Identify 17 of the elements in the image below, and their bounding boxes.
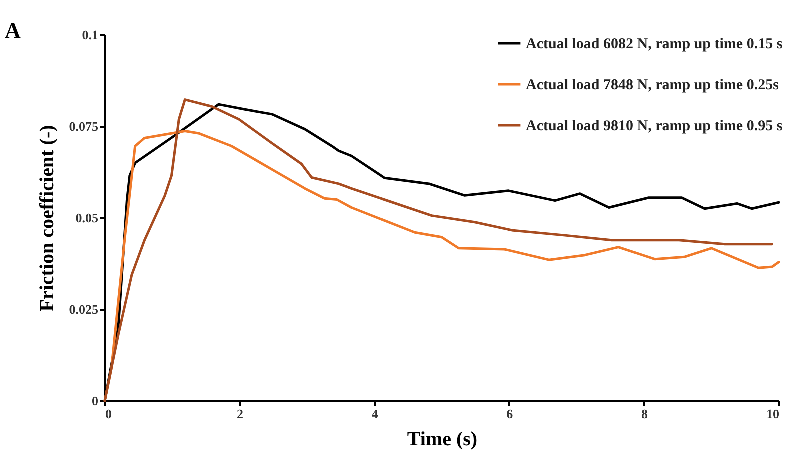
y-tick-label: 0.05	[76, 210, 99, 226]
legend-label: Actual load 7848 N, ramp up time 0.25s	[526, 78, 780, 94]
x-tick-label: 6	[506, 406, 514, 422]
legend-label: Actual load 9810 N, ramp up time 0.95 s	[526, 118, 783, 134]
x-tick-label: 4	[372, 406, 379, 422]
y-tick-label: 0.025	[69, 302, 99, 317]
x-tick-label: 2	[237, 406, 244, 422]
y-tick-label: 0.075	[69, 119, 99, 134]
legend-label: Actual load 6082 N, ramp up time 0.15 s	[526, 36, 783, 52]
y-tick-label: 0	[92, 394, 98, 408]
x-axis-title: Time (s)	[407, 428, 478, 450]
x-tick-label: 0	[106, 406, 112, 422]
x-tick-label: 8	[641, 406, 648, 422]
chart-title: A	[5, 18, 21, 43]
x-tick-label: 10	[766, 406, 780, 422]
y-axis-title: Friction coefficient (-)	[36, 125, 58, 312]
y-tick-label: 0.1	[82, 28, 98, 42]
